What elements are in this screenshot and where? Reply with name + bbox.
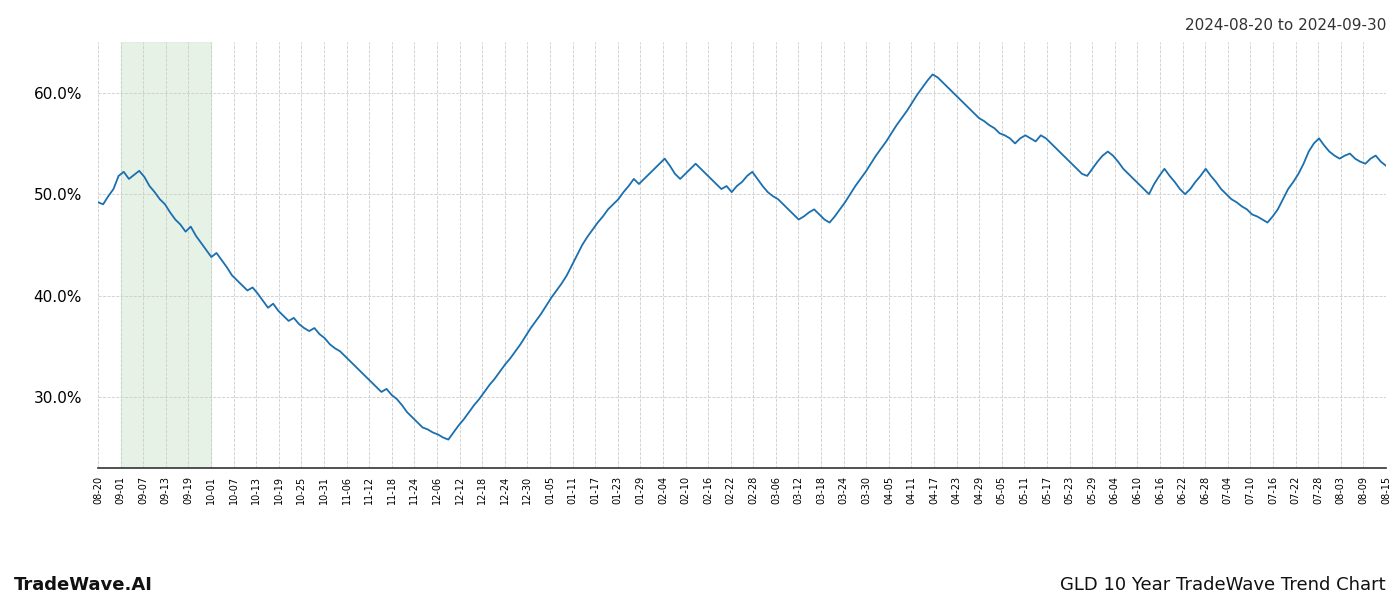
Bar [120, 42, 211, 468]
Text: 2024-08-20 to 2024-09-30: 2024-08-20 to 2024-09-30 [1184, 18, 1386, 33]
Text: GLD 10 Year TradeWave Trend Chart: GLD 10 Year TradeWave Trend Chart [1060, 576, 1386, 594]
Text: TradeWave.AI: TradeWave.AI [14, 576, 153, 594]
